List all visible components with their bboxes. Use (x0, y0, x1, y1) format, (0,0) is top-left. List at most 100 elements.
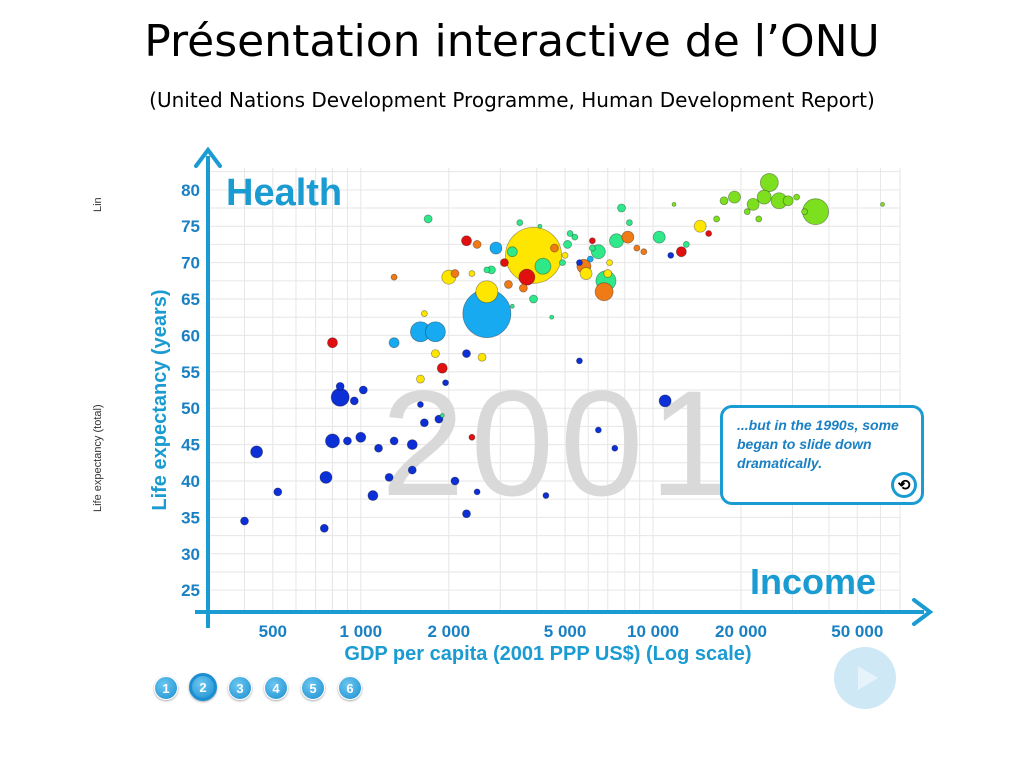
slide-subtitle: (United Nations Development Programme, H… (149, 88, 875, 112)
step-button-5[interactable]: 5 (301, 676, 325, 700)
data-point (425, 321, 446, 343)
y-tick-label: 35 (181, 508, 200, 527)
data-point (250, 445, 264, 459)
data-point (693, 219, 707, 233)
step-button-2[interactable]: 2 (189, 673, 217, 701)
y-tick-label: 70 (181, 254, 200, 273)
y-tick-label: 50 (181, 399, 200, 418)
data-point (621, 230, 635, 244)
data-point (367, 490, 379, 501)
x-axis-arrow (912, 598, 934, 626)
data-point (671, 201, 677, 207)
data-point (423, 214, 433, 224)
data-point (667, 251, 675, 259)
replay-icon: ⟲ (894, 475, 914, 495)
y-tick-label: 60 (181, 326, 200, 345)
y-axis-title: Life expectancy (years) (149, 289, 171, 510)
data-point (563, 240, 572, 249)
data-point (719, 196, 729, 206)
x-tick-label: 10 000 (627, 622, 679, 641)
x-axis-title: GDP per capita (2001 PPP US$) (Log scale… (344, 643, 751, 665)
data-point (586, 255, 594, 263)
y-tick-label: 75 (181, 217, 200, 236)
callout-text: ...but in the 1990s, some began to slide… (737, 417, 899, 471)
data-point (273, 487, 283, 497)
data-point (579, 267, 593, 280)
data-point (755, 215, 763, 223)
data-point (389, 436, 399, 446)
data-point (439, 413, 445, 418)
play-button[interactable] (834, 647, 896, 709)
data-point (431, 349, 440, 359)
data-point (611, 444, 619, 452)
y-tick-label: 80 (181, 181, 200, 200)
data-point (417, 401, 424, 408)
data-point (327, 337, 338, 349)
data-point (675, 246, 687, 258)
y-tick-label: 40 (181, 472, 200, 491)
data-point (594, 426, 602, 434)
data-point (625, 219, 633, 226)
data-point (606, 259, 613, 267)
data-point (468, 270, 476, 277)
data-point (537, 223, 543, 229)
y-tick-label: 45 (181, 436, 200, 455)
data-point (509, 303, 515, 309)
data-point (518, 268, 536, 286)
data-point (472, 240, 482, 249)
data-point (450, 476, 460, 486)
data-point (489, 241, 503, 255)
data-point (609, 233, 624, 249)
data-point (576, 259, 583, 267)
data-point (880, 201, 885, 207)
x-tick-label: 1 000 (340, 622, 383, 641)
data-point (390, 273, 398, 281)
data-point (319, 470, 333, 484)
data-point (576, 357, 583, 365)
data-point (529, 294, 538, 304)
data-point (549, 314, 555, 320)
data-point (728, 190, 741, 204)
data-point (468, 433, 476, 441)
x-tick-label: 500 (259, 622, 287, 641)
info-callout: ...but in the 1990s, some began to slide… (720, 405, 924, 505)
data-point (561, 251, 569, 259)
step-button-6[interactable]: 6 (338, 676, 362, 700)
data-point (633, 244, 641, 252)
data-point (325, 433, 340, 449)
step-button-1[interactable]: 1 (154, 676, 178, 700)
data-point (349, 396, 359, 406)
data-point (594, 282, 614, 302)
data-point (420, 310, 428, 317)
data-point (343, 436, 352, 446)
step-button-4[interactable]: 4 (264, 676, 288, 700)
data-point (640, 248, 648, 256)
data-point (793, 193, 801, 201)
data-point (477, 352, 487, 362)
data-point (450, 269, 460, 278)
data-point (442, 379, 449, 387)
chart-title: Health (226, 172, 342, 214)
y-axis-arrow (194, 146, 222, 168)
data-point (682, 241, 690, 248)
data-point (462, 349, 471, 359)
data-point (355, 431, 367, 443)
data-point (801, 208, 808, 216)
step-button-3[interactable]: 3 (228, 676, 252, 700)
data-point (617, 203, 626, 213)
data-point (406, 439, 418, 450)
data-point (499, 258, 509, 268)
x-tick-label: 50 000 (831, 622, 883, 641)
data-point (319, 523, 329, 533)
data-point (542, 492, 550, 499)
data-point (516, 219, 524, 226)
data-point (550, 243, 559, 253)
data-point (705, 230, 713, 237)
data-point (759, 173, 779, 192)
replay-button[interactable]: ⟲ (891, 472, 917, 498)
data-point (462, 509, 471, 519)
y-tick-label: 55 (181, 363, 200, 382)
data-point (384, 472, 394, 482)
data-point (571, 233, 579, 241)
